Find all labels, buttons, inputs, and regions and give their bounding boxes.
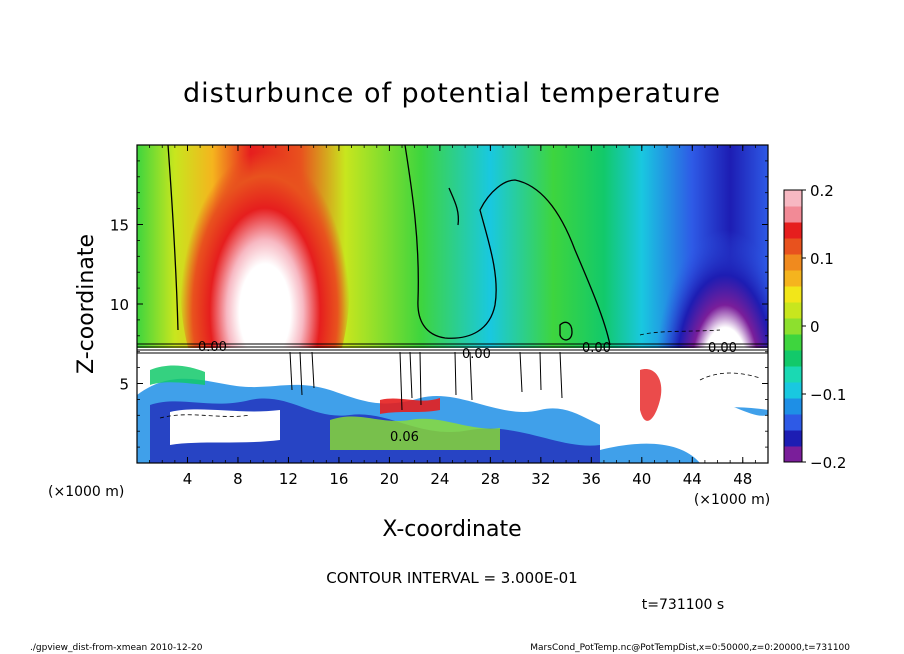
colorbar bbox=[784, 190, 802, 463]
footer-right: MarsCond_PotTemp.nc@PotTempDist,x=0:5000… bbox=[530, 643, 850, 653]
colorbar-tick-label: −0.2 bbox=[810, 454, 846, 472]
contour-interval: CONTOUR INTERVAL = 3.000E-01 bbox=[326, 569, 577, 587]
colorbar-swatch bbox=[784, 238, 802, 255]
x-tick-label: 12 bbox=[279, 470, 298, 488]
x-tick-label: 8 bbox=[233, 470, 243, 488]
colorbar-swatch bbox=[784, 270, 802, 287]
x-axis: 4 8 12 16 20 24 28 32 36 40 44 48 bbox=[149, 145, 756, 488]
colorbar-swatch bbox=[784, 206, 802, 223]
x-tick-label: 32 bbox=[531, 470, 550, 488]
heatmap-field: 0.00 0.00 0.00 0.00 0.06 bbox=[137, 145, 768, 463]
time-label: t=731100 s bbox=[642, 597, 724, 613]
x-tick-label: 16 bbox=[329, 470, 348, 488]
colorbar-swatch bbox=[784, 318, 802, 335]
colorbar-swatch bbox=[784, 350, 802, 367]
colorbar-swatch bbox=[784, 446, 802, 463]
contour-label: 0.00 bbox=[198, 340, 227, 355]
contour-label: 0.00 bbox=[462, 347, 491, 362]
colorbar-swatch bbox=[784, 382, 802, 399]
colorbar-swatch bbox=[784, 222, 802, 239]
colorbar-swatch bbox=[784, 366, 802, 383]
y-tick-label: 5 bbox=[119, 376, 129, 394]
x-tick-label: 36 bbox=[582, 470, 601, 488]
y-tick-label: 10 bbox=[110, 296, 129, 314]
colorbar-ticks: 0.2 0.1 0 −0.1 −0.2 bbox=[802, 182, 846, 472]
colorbar-swatch bbox=[784, 398, 802, 415]
colorbar-tick-label: −0.1 bbox=[810, 386, 846, 404]
contour-label: 0.00 bbox=[708, 341, 737, 356]
colorbar-swatch bbox=[784, 414, 802, 431]
x-tick-label: 48 bbox=[733, 470, 752, 488]
colorbar-swatch bbox=[784, 254, 802, 271]
footer-left: ./gpview_dist-from-xmean 2010-12-20 bbox=[30, 643, 203, 653]
colorbar-tick-label: 0.1 bbox=[810, 250, 834, 268]
x-tick-label: 20 bbox=[380, 470, 399, 488]
y-axis: 5 10 15 bbox=[110, 160, 768, 448]
colorbar-swatch bbox=[784, 302, 802, 319]
colorbar-tick-label: 0.2 bbox=[810, 182, 834, 200]
contour-label: 0.00 bbox=[582, 341, 611, 356]
x-tick-label: 44 bbox=[683, 470, 702, 488]
chart-title: disturbunce of potential temperature bbox=[183, 78, 721, 109]
x-tick-label: 28 bbox=[481, 470, 500, 488]
contour-lines bbox=[167, 145, 611, 346]
x-tick-label: 40 bbox=[632, 470, 651, 488]
colorbar-tick-label: 0 bbox=[810, 318, 820, 336]
y-axis-label: Z-coordinate bbox=[74, 234, 99, 374]
x-tick-label: 4 bbox=[183, 470, 193, 488]
y-unit-label: (×1000 m) bbox=[48, 484, 124, 500]
colorbar-swatch bbox=[784, 190, 802, 207]
y-tick-label: 15 bbox=[110, 217, 129, 235]
colorbar-swatch bbox=[784, 430, 802, 447]
x-tick-label: 24 bbox=[430, 470, 449, 488]
contour-label: 0.06 bbox=[390, 430, 419, 445]
colorbar-swatch bbox=[784, 334, 802, 351]
x-axis-label: X-coordinate bbox=[382, 517, 521, 542]
x-unit-label: (×1000 m) bbox=[694, 492, 770, 508]
colorbar-swatch bbox=[784, 286, 802, 303]
